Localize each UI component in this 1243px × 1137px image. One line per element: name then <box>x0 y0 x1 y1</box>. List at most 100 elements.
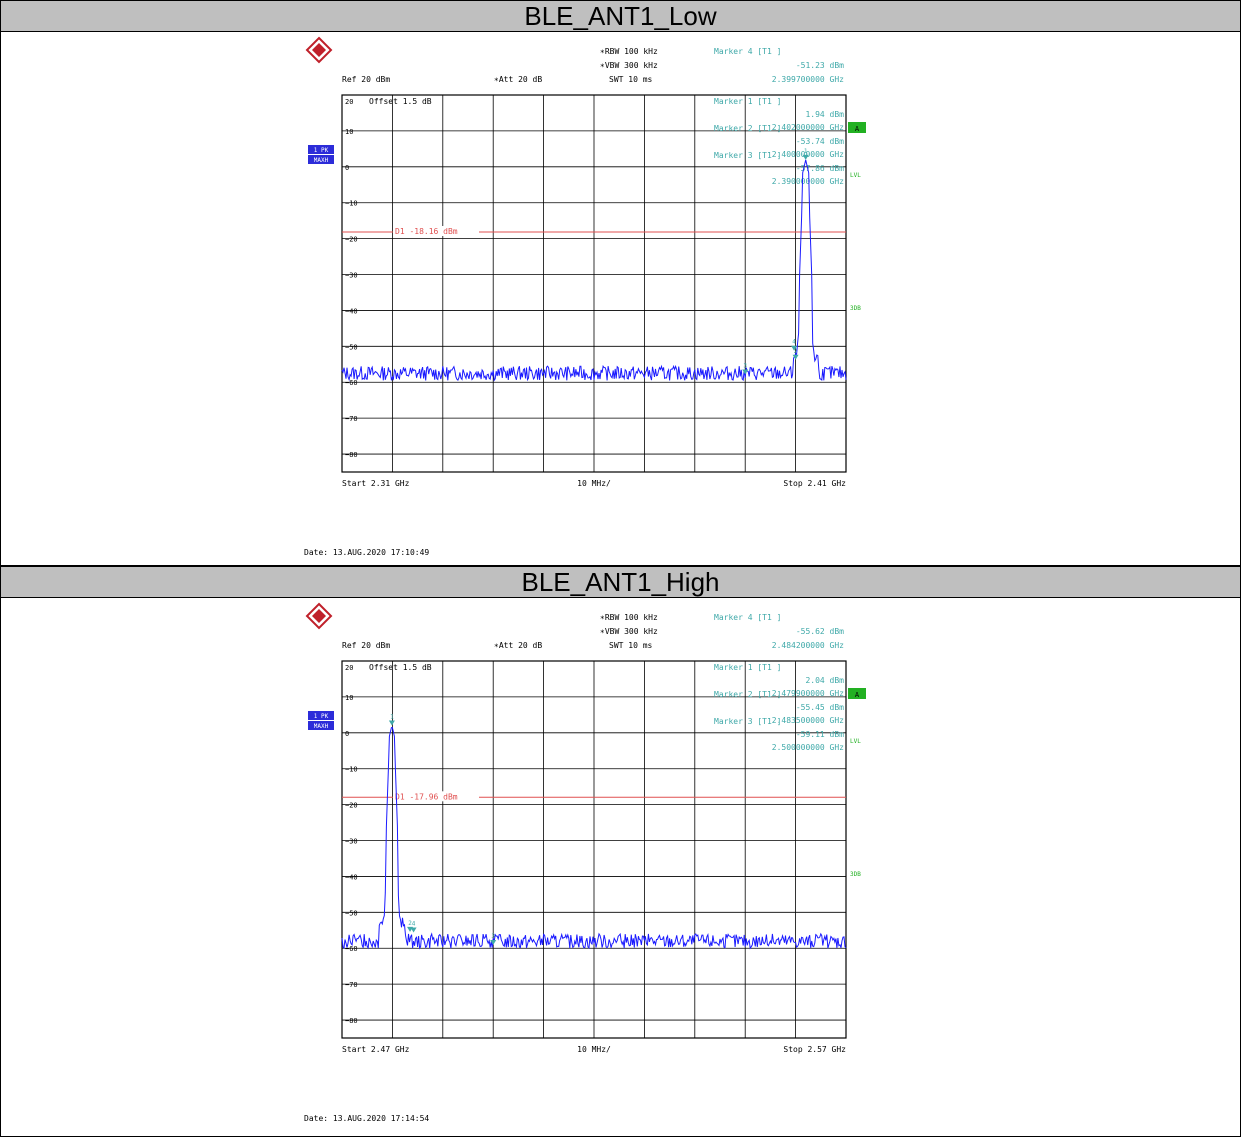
side-lvl-label: LVL <box>850 738 861 745</box>
trace-badge <box>308 711 334 720</box>
freq-per-div: 10 MHz/ <box>577 479 611 488</box>
spectrum-plot-high: Ref 20 dBm ∗Att 20 dB ∗RBW 100 kHz ∗VBW 300… <box>304 598 884 1128</box>
marker-id-1: 1 <box>804 148 808 155</box>
marker-point-1 <box>388 720 395 726</box>
marker-2-label: Marker 2 [T1 ] <box>714 690 781 699</box>
y-tick-label: −50 <box>345 343 358 351</box>
marker-4-label: Marker 4 [T1 ] <box>714 47 781 56</box>
spectrum-trace <box>341 727 847 950</box>
marker-id-3: 3 <box>491 933 495 940</box>
y-tick-label: −10 <box>345 200 358 208</box>
marker-id-4: 4 <box>412 921 416 928</box>
marker-point-3 <box>742 369 749 375</box>
panel-title-high: BLE_ANT1_High <box>0 566 1241 598</box>
y-tick-label: 20 <box>345 98 353 106</box>
y-tick-label: −50 <box>345 909 358 917</box>
threshold-label: D1 -18.16 dBm <box>395 227 458 236</box>
y-tick-label: −20 <box>345 802 358 810</box>
marker-4-level: -51.23 dBm <box>796 61 844 70</box>
y-tick-label: −30 <box>345 838 358 846</box>
offset-label: Offset 1.5 dB <box>369 97 432 106</box>
side-3db-label: 3DB <box>850 305 861 312</box>
marker-2-label: Marker 2 [T1 ] <box>714 124 781 133</box>
spectrum-svg-high: Ref 20 dBm ∗Att 20 dB ∗RBW 100 kHz ∗VBW 300… <box>304 602 866 1123</box>
marker-4-freq: 2.484200000 GHz <box>772 641 844 650</box>
y-tick-label: −80 <box>345 1017 358 1025</box>
start-freq: Start 2.47 GHz <box>342 1045 410 1054</box>
y-tick-label: −20 <box>345 236 358 244</box>
marker-1-label: Marker 1 [T1 ] <box>714 97 781 106</box>
sweep-time: SWT 10 ms <box>609 75 653 84</box>
ref-level: Ref 20 dBm <box>342 75 390 84</box>
side-a-badge <box>848 122 866 133</box>
marker-id-4: 4 <box>792 339 796 346</box>
trace-label: 1 PK <box>314 713 329 720</box>
logo-inner <box>312 43 326 57</box>
marker-freq: 2.500000000 GHz <box>772 743 844 752</box>
y-tick-label: −60 <box>345 379 358 387</box>
marker-3-label: Marker 3 [T1 ] <box>714 151 781 160</box>
logo-inner <box>312 609 326 623</box>
marker-1-label: Marker 1 [T1 ] <box>714 663 781 672</box>
y-tick-label: −40 <box>345 873 358 881</box>
freq-per-div: 10 MHz/ <box>577 1045 611 1054</box>
side-a-label: A <box>855 125 860 133</box>
vbw: ∗VBW 300 kHz <box>600 61 658 70</box>
marker-4-freq: 2.399700000 GHz <box>772 75 844 84</box>
marker-point-1 <box>802 154 809 160</box>
sweep-time: SWT 10 ms <box>609 641 653 650</box>
threshold-label: D1 -17.96 dBm <box>395 792 458 801</box>
rbw: ∗RBW 100 kHz <box>600 47 658 56</box>
side-a-badge <box>848 688 866 699</box>
date-stamp: Date: 13.AUG.2020 17:14:54 <box>304 1114 429 1123</box>
panel-low: Ref 20 dBm ∗Att 20 dB ∗RBW 100 kHz ∗VBW 300… <box>0 32 1241 566</box>
marker-4-level: -55.62 dBm <box>796 627 844 636</box>
marker-point-4 <box>410 927 417 933</box>
date-stamp: Date: 13.AUG.2020 17:10:49 <box>304 548 429 557</box>
attenuation: ∗Att 20 dB <box>494 641 542 650</box>
marker-point-3 <box>490 940 497 946</box>
marker-level: 2.04 dBm <box>805 676 844 685</box>
threshold-label-bg <box>393 226 479 237</box>
rohde-schwarz-logo <box>305 36 333 64</box>
marker-freq: 2.483500000 GHz <box>772 716 844 725</box>
y-tick-label: 20 <box>345 664 353 672</box>
ref-level: Ref 20 dBm <box>342 641 390 650</box>
y-tick-label: −70 <box>345 981 358 989</box>
spectrum-trace <box>341 159 847 382</box>
side-lvl-label: LVL <box>850 172 861 179</box>
y-tick-label: 0 <box>345 730 349 738</box>
offset-label: Offset 1.5 dB <box>369 663 432 672</box>
marker-level: -57.86 dBm <box>796 164 844 173</box>
marker-level: 1.94 dBm <box>805 110 844 119</box>
stop-freq: Stop 2.41 GHz <box>783 479 846 488</box>
y-tick-label: 10 <box>345 694 353 702</box>
marker-id-3: 3 <box>743 363 747 370</box>
y-tick-label: −80 <box>345 451 358 459</box>
marker-level: -55.45 dBm <box>796 703 844 712</box>
y-tick-label: −70 <box>345 415 358 423</box>
marker-point-2 <box>792 354 799 360</box>
trace-mode-badge <box>308 155 334 164</box>
spectrum-plot-low: Ref 20 dBm ∗Att 20 dB ∗RBW 100 kHz ∗VBW 300… <box>304 32 884 562</box>
y-tick-label: −10 <box>345 766 358 774</box>
trace-mode: MAXH <box>314 157 329 164</box>
marker-id-2: 2 <box>408 920 412 927</box>
trace-mode: MAXH <box>314 723 329 730</box>
side-a-label: A <box>855 691 860 699</box>
panel-title-low: BLE_ANT1_Low <box>0 0 1241 32</box>
marker-freq: 2.479900000 GHz <box>772 689 844 698</box>
threshold-label-bg <box>393 791 479 802</box>
y-tick-label: −40 <box>345 307 358 315</box>
marker-freq: 2.400000000 GHz <box>772 150 844 159</box>
rohde-schwarz-logo <box>305 602 333 630</box>
y-tick-label: 10 <box>345 128 353 136</box>
marker-freq: 2.390000000 GHz <box>772 177 844 186</box>
marker-3-label: Marker 3 [T1 ] <box>714 717 781 726</box>
trace-badge <box>308 145 334 154</box>
marker-4-label: Marker 4 [T1 ] <box>714 613 781 622</box>
trace-label: 1 PK <box>314 147 329 154</box>
marker-level: -59.11 dBm <box>796 730 844 739</box>
vbw: ∗VBW 300 kHz <box>600 627 658 636</box>
marker-id-2: 2 <box>794 348 798 355</box>
